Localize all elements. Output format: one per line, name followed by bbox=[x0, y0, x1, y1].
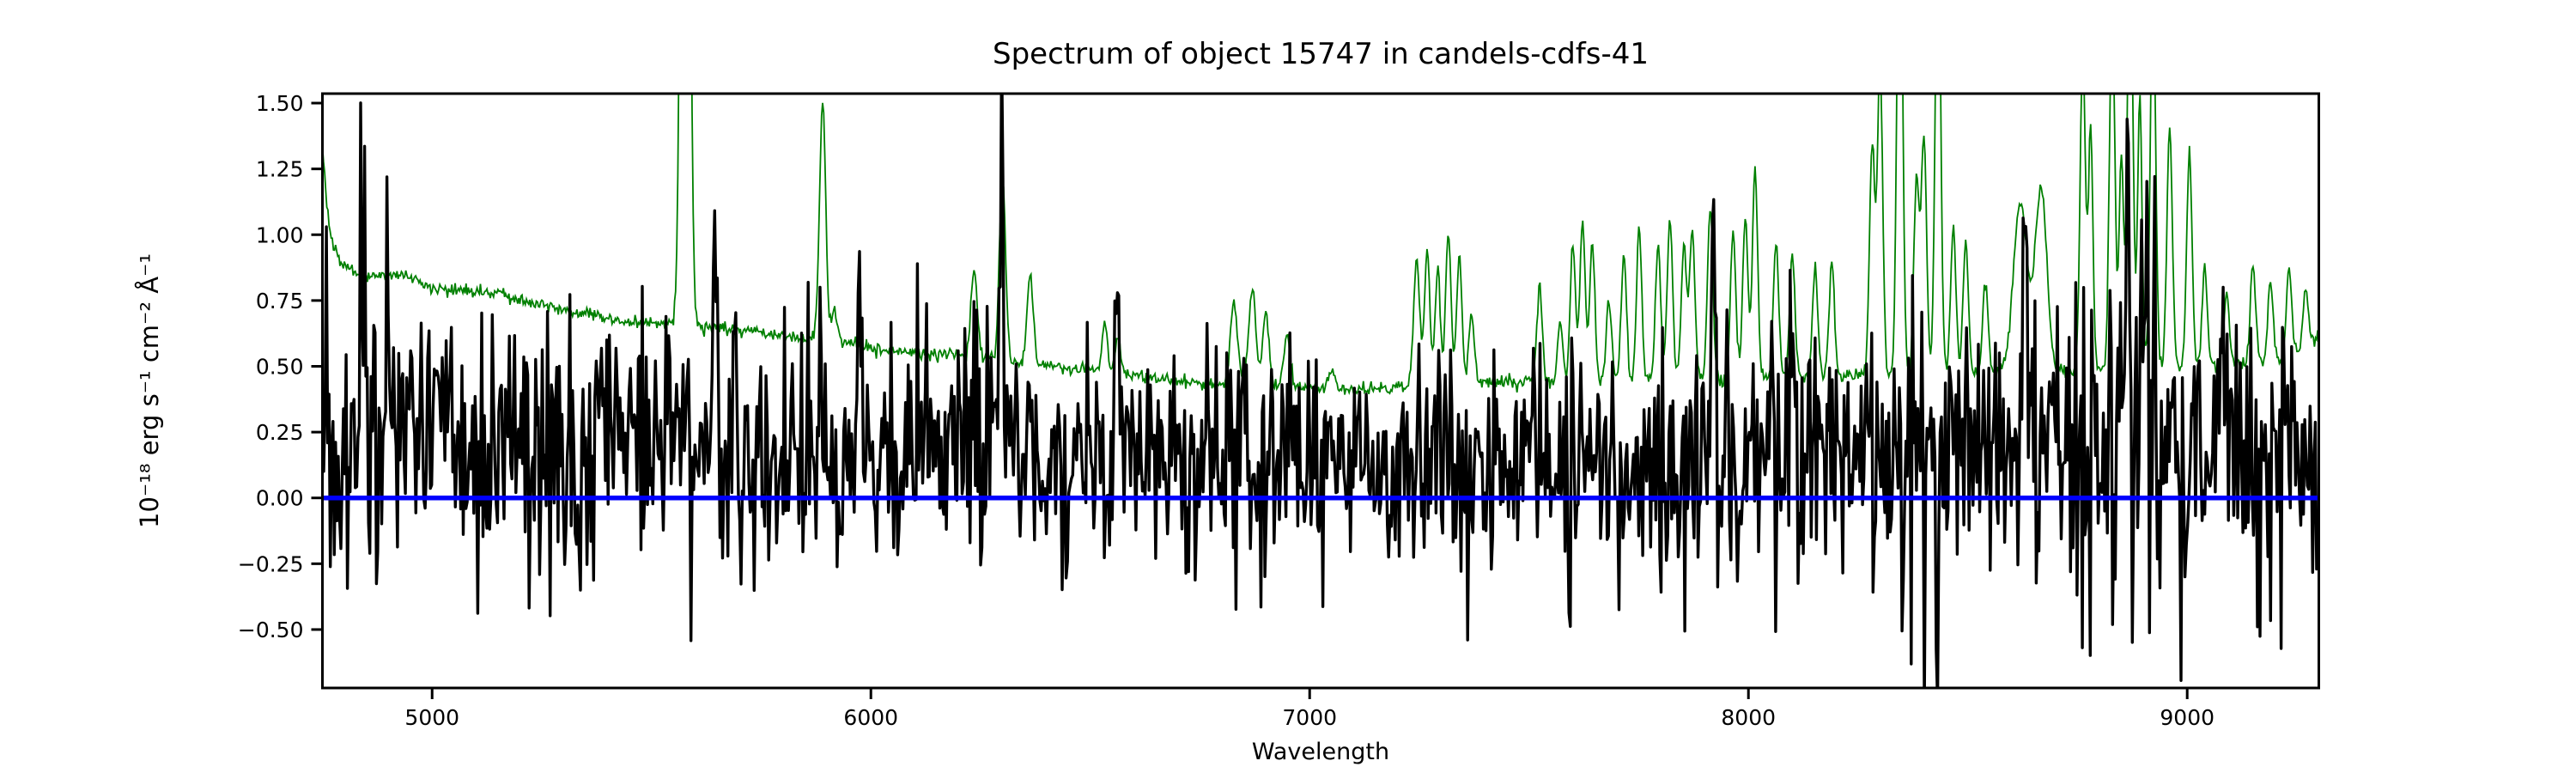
y-tick-label: 0.25 bbox=[256, 420, 304, 445]
flux-spectrum-line bbox=[322, 94, 2319, 688]
x-tick-label: 9000 bbox=[2160, 705, 2215, 730]
y-tick-label: −0.50 bbox=[238, 618, 304, 642]
sky-spectrum-line bbox=[322, 94, 2319, 395]
y-tick-label: 1.00 bbox=[256, 222, 304, 247]
x-tick-label: 5000 bbox=[404, 705, 459, 730]
x-axis-label: Wavelength bbox=[1252, 739, 1389, 765]
y-tick-label: 0.50 bbox=[256, 354, 304, 379]
x-tick-label: 7000 bbox=[1282, 705, 1337, 730]
y-tick-label: 0.75 bbox=[256, 289, 304, 313]
x-axis-ticks: 5000 6000 7000 8000 9000 bbox=[404, 688, 2215, 730]
plot-data-region bbox=[322, 94, 2319, 688]
x-tick-label: 8000 bbox=[1721, 705, 1776, 730]
x-tick-label: 6000 bbox=[843, 705, 898, 730]
y-axis-ticks: −0.50 −0.25 0.00 0.25 0.50 0.75 1.00 1.25 1.50 bbox=[238, 91, 323, 642]
plot-title: Spectrum of object 15747 in candels-cdfs… bbox=[993, 37, 1649, 71]
axes-spines bbox=[321, 92, 2320, 690]
y-tick-label: 1.50 bbox=[256, 91, 304, 116]
y-tick-label: 1.25 bbox=[256, 157, 304, 182]
y-axis-label: 10⁻¹⁸ erg s⁻¹ cm⁻² Å⁻¹ bbox=[135, 253, 164, 528]
y-tick-label: −0.25 bbox=[238, 551, 304, 576]
y-tick-label: 0.00 bbox=[256, 486, 304, 511]
